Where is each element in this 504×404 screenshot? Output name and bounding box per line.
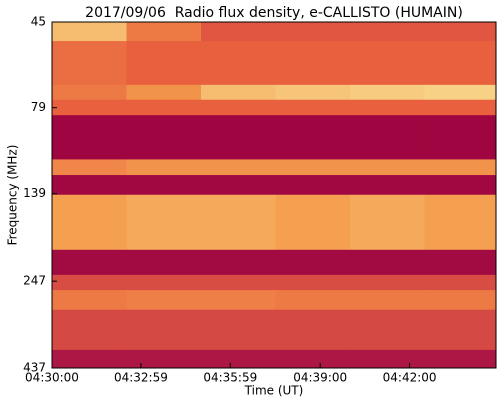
heatmap-cell xyxy=(126,290,202,311)
heatmap-cell xyxy=(275,274,351,291)
heatmap-cell xyxy=(200,194,276,251)
heatmap-cell xyxy=(52,115,127,160)
heatmap-cell xyxy=(52,175,127,196)
y-tick-label: 247 xyxy=(23,274,46,288)
heatmap-cell xyxy=(275,349,351,369)
heatmap-cell xyxy=(200,41,276,86)
chart-title: 2017/09/06 Radio flux density, e-CALLIST… xyxy=(85,5,463,21)
heatmap-cell xyxy=(424,194,497,251)
heatmap-cell xyxy=(349,349,425,369)
x-tick-label: 04:35:59 xyxy=(203,371,257,385)
y-tick-label: 79 xyxy=(31,100,46,114)
heatmap-cell xyxy=(424,115,497,160)
heatmap-cell xyxy=(349,115,425,160)
heatmap-cell xyxy=(126,99,202,116)
x-tick-label: 04:32:59 xyxy=(114,371,168,385)
heatmap-cell xyxy=(52,99,127,116)
heatmap-cell xyxy=(200,349,276,369)
heatmap-cell xyxy=(275,115,351,160)
heatmap-cell xyxy=(200,249,276,276)
heatmap-cell xyxy=(200,175,276,196)
heatmap-cell xyxy=(52,194,127,251)
y-axis-label: Frequency (MHz) xyxy=(6,145,20,246)
heatmap-cell xyxy=(349,22,425,42)
heatmap-cell xyxy=(52,159,127,176)
x-tick-label: 04:30:00 xyxy=(25,371,79,385)
y-tick-label: 437 xyxy=(23,361,46,375)
heatmap-cell xyxy=(52,84,127,101)
heatmap-cell xyxy=(349,309,425,351)
heatmap-cell xyxy=(126,115,202,160)
heatmap-cell xyxy=(275,159,351,176)
heatmap-cell xyxy=(275,99,351,116)
heatmap-cell xyxy=(52,41,127,86)
plot-frame xyxy=(51,21,497,369)
heatmap-cell xyxy=(200,84,276,101)
heatmap-cell xyxy=(424,41,497,86)
heatmap-cell xyxy=(52,274,127,291)
heatmap-cell xyxy=(349,175,425,196)
heatmap-cell xyxy=(126,84,202,101)
heatmap-cell xyxy=(424,309,497,351)
y-tick-label: 139 xyxy=(23,186,46,200)
heatmap-cell xyxy=(349,159,425,176)
heatmap-cell xyxy=(349,249,425,276)
heatmap-cell xyxy=(275,41,351,86)
heatmap-cell xyxy=(126,22,202,42)
x-axis-label: Time (UT) xyxy=(244,384,304,398)
heatmap-cell xyxy=(424,175,497,196)
heatmap-cell xyxy=(349,41,425,86)
heatmap-cell xyxy=(200,309,276,351)
heatmap-cell xyxy=(275,22,351,42)
heatmap-cell xyxy=(126,194,202,251)
heatmap-cell xyxy=(52,349,127,369)
heatmap-cell xyxy=(126,274,202,291)
heatmap-cell xyxy=(200,274,276,291)
heatmap-cell xyxy=(424,84,497,101)
heatmap-cell xyxy=(275,175,351,196)
heatmap-cell xyxy=(126,159,202,176)
heatmap-cell xyxy=(424,349,497,369)
x-tick-label: 04:39:00 xyxy=(293,371,347,385)
heatmap-cell xyxy=(349,274,425,291)
heatmap-cell xyxy=(349,194,425,251)
y-tick-label: 45 xyxy=(31,15,46,29)
heatmap-cell xyxy=(52,290,127,311)
heatmap-cell xyxy=(200,22,276,42)
heatmap-cell xyxy=(424,159,497,176)
heatmap-cell xyxy=(200,290,276,311)
heatmap-cell xyxy=(126,175,202,196)
heatmap-cell xyxy=(424,274,497,291)
heatmap-cell xyxy=(52,249,127,276)
heatmap-cell xyxy=(126,41,202,86)
heatmap-cell xyxy=(52,309,127,351)
heatmap-cell xyxy=(275,290,351,311)
heatmap-cell xyxy=(349,84,425,101)
heatmap-cell xyxy=(126,309,202,351)
heatmap-cell xyxy=(275,84,351,101)
heatmap-cell xyxy=(200,159,276,176)
heatmap-cell xyxy=(349,99,425,116)
heatmap-cell xyxy=(349,290,425,311)
x-tick-label: 04:42:00 xyxy=(383,371,437,385)
heatmap-cell xyxy=(275,194,351,251)
heatmap-cell xyxy=(126,349,202,369)
heatmap-cell xyxy=(424,99,497,116)
heatmap-cell xyxy=(126,249,202,276)
heatmap-cell xyxy=(275,309,351,351)
heatmap-cell xyxy=(200,99,276,116)
heatmap-cell xyxy=(200,115,276,160)
heatmap-cell xyxy=(424,22,497,42)
heatmap-cell xyxy=(424,290,497,311)
heatmap-cell xyxy=(275,249,351,276)
heatmap-cell xyxy=(52,22,127,42)
heatmap-cell xyxy=(424,249,497,276)
